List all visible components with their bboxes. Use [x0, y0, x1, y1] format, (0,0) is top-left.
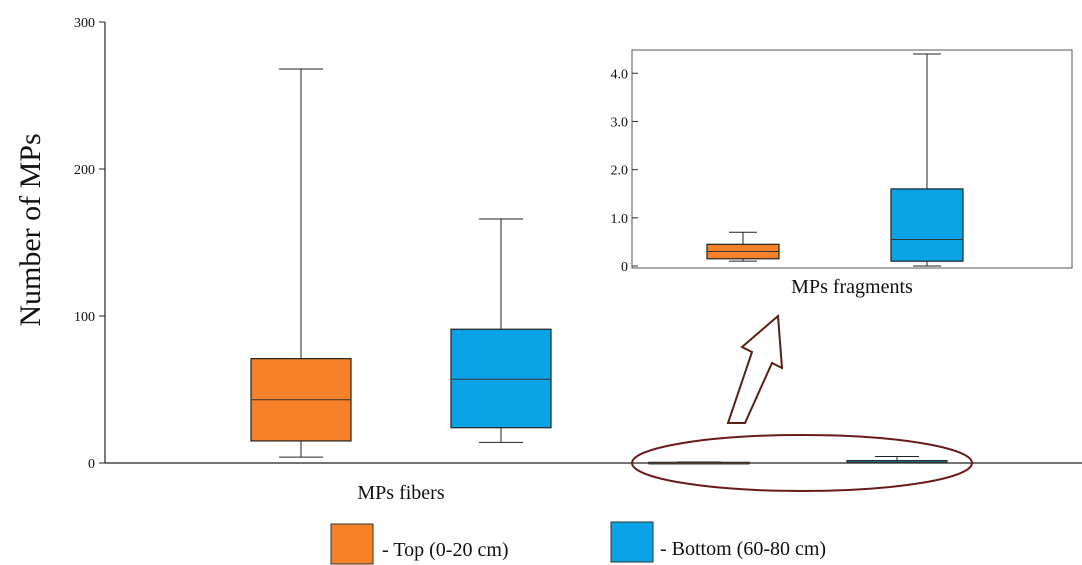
- inset-frame: [631, 49, 1073, 269]
- y-ticks: 0 100 200 300: [74, 16, 105, 472]
- inset-y-tick-label-0: 0: [621, 260, 628, 275]
- main-boxes: [250, 68, 948, 465]
- legend-label-bottom: - Bottom (60-80 cm): [660, 538, 826, 560]
- fibers-bottom-box: [450, 328, 552, 429]
- inset-boxes: [706, 53, 964, 267]
- inset-bottom-box: [890, 188, 964, 262]
- legend-label-top: - Top (0-20 cm): [382, 539, 509, 561]
- legend-swatch-bottom: [610, 521, 654, 563]
- inset-y-tick-label-3: 3.0: [611, 115, 629, 130]
- category-label-fibers: MPs fibers: [357, 482, 444, 504]
- y-tick-label-2: 200: [74, 163, 95, 178]
- inset-y-tick-label-1: 1.0: [611, 212, 629, 227]
- zoom-highlight-ellipse: [631, 434, 973, 492]
- y-tick-label-0: 0: [88, 457, 95, 472]
- y-tick-label-1: 100: [74, 310, 95, 325]
- zoom-arrow: [726, 313, 784, 424]
- legend-swatch-top: [330, 523, 374, 565]
- inset-y-tick-label-4: 4.0: [611, 67, 629, 82]
- y-tick-label-3: 300: [74, 16, 95, 31]
- inset-x-label: MPs fragments: [791, 276, 913, 298]
- inset-y-ticks: 0 1.0 2.0 3.0 4.0: [611, 67, 638, 275]
- y-axis-label: Number of MPs: [14, 133, 47, 326]
- inset-y-tick-label-2: 2.0: [611, 164, 629, 179]
- legend: - Top (0-20 cm) - Bottom (60-80 cm): [330, 521, 826, 565]
